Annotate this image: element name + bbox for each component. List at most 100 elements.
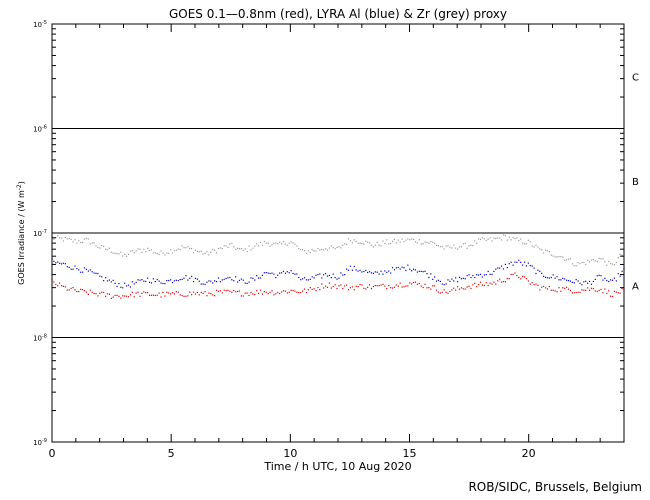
data-point bbox=[273, 294, 275, 296]
data-point bbox=[263, 291, 265, 293]
data-point bbox=[416, 242, 418, 244]
data-point bbox=[303, 288, 306, 290]
data-point bbox=[435, 244, 438, 246]
data-point bbox=[258, 277, 260, 279]
data-point bbox=[290, 241, 292, 243]
data-point bbox=[355, 285, 357, 287]
y-tick-label: 10-5 bbox=[33, 20, 47, 29]
data-point bbox=[147, 277, 149, 279]
y-tick-label-exponent: -5 bbox=[42, 20, 47, 26]
data-point bbox=[621, 288, 623, 290]
data-point bbox=[277, 243, 279, 245]
data-point bbox=[104, 277, 107, 279]
data-point bbox=[288, 272, 290, 274]
data-point bbox=[587, 259, 589, 261]
data-point bbox=[340, 272, 342, 274]
data-point bbox=[365, 240, 367, 242]
data-point bbox=[382, 273, 384, 275]
data-point bbox=[374, 285, 376, 287]
data-point bbox=[571, 281, 573, 283]
data-point bbox=[85, 268, 88, 270]
data-point bbox=[64, 263, 66, 265]
data-point bbox=[600, 288, 602, 291]
data-point bbox=[240, 278, 242, 280]
data-point bbox=[573, 282, 575, 284]
data-point bbox=[592, 280, 594, 283]
data-point bbox=[321, 283, 323, 285]
data-point bbox=[212, 282, 214, 284]
data-point bbox=[598, 289, 600, 292]
data-point bbox=[214, 295, 216, 297]
data-point bbox=[271, 272, 273, 274]
data-point bbox=[74, 239, 76, 241]
data-point bbox=[55, 262, 57, 264]
data-point bbox=[522, 264, 524, 266]
data-point bbox=[300, 279, 302, 281]
data-point bbox=[585, 280, 587, 282]
data-point bbox=[380, 245, 382, 247]
data-point bbox=[313, 250, 315, 252]
data-point bbox=[347, 289, 350, 291]
data-point bbox=[510, 239, 512, 241]
data-point bbox=[434, 276, 436, 278]
data-point bbox=[420, 270, 422, 272]
data-point bbox=[82, 271, 84, 273]
data-point bbox=[290, 270, 292, 272]
data-point bbox=[390, 287, 392, 289]
data-point bbox=[298, 292, 300, 294]
data-point bbox=[145, 251, 147, 253]
data-point bbox=[231, 291, 233, 293]
data-point bbox=[541, 249, 543, 251]
data-point bbox=[227, 289, 229, 292]
flare-class-label: B bbox=[632, 177, 639, 188]
data-point bbox=[235, 276, 237, 278]
data-point bbox=[424, 270, 426, 272]
data-point bbox=[215, 252, 218, 254]
data-point bbox=[441, 246, 443, 248]
data-point bbox=[346, 243, 348, 245]
data-point bbox=[493, 237, 495, 239]
data-point bbox=[294, 290, 296, 292]
data-point bbox=[432, 285, 434, 287]
data-point bbox=[550, 289, 552, 291]
data-point bbox=[395, 284, 397, 286]
data-point bbox=[305, 291, 308, 294]
data-point bbox=[317, 248, 319, 250]
data-point bbox=[305, 279, 308, 281]
data-point bbox=[422, 271, 424, 273]
data-point bbox=[198, 251, 200, 253]
data-point bbox=[567, 288, 570, 290]
data-point bbox=[97, 246, 99, 249]
data-point bbox=[240, 295, 242, 297]
data-point bbox=[368, 242, 371, 244]
data-point bbox=[596, 260, 598, 263]
data-point bbox=[68, 237, 70, 240]
data-point bbox=[386, 239, 388, 241]
data-point bbox=[85, 237, 88, 240]
data-point bbox=[399, 282, 401, 284]
data-point bbox=[577, 280, 579, 282]
x-tick-label: 20 bbox=[522, 447, 536, 460]
data-point bbox=[516, 275, 518, 277]
data-point bbox=[388, 284, 390, 287]
data-point bbox=[336, 246, 338, 248]
data-point bbox=[259, 241, 262, 243]
data-point bbox=[112, 296, 114, 298]
data-point bbox=[485, 282, 487, 284]
data-point bbox=[324, 248, 327, 250]
data-point bbox=[229, 276, 231, 279]
data-point bbox=[476, 242, 478, 244]
data-point bbox=[148, 281, 151, 283]
data-point bbox=[261, 244, 264, 246]
data-point bbox=[602, 279, 604, 281]
data-point bbox=[76, 290, 78, 293]
data-point bbox=[439, 292, 441, 294]
data-point bbox=[508, 236, 510, 238]
data-point bbox=[460, 246, 462, 248]
data-point bbox=[137, 291, 139, 293]
data-point bbox=[583, 281, 585, 283]
data-point bbox=[82, 241, 84, 244]
data-point bbox=[166, 252, 168, 254]
data-point bbox=[363, 270, 365, 273]
data-point bbox=[478, 284, 480, 286]
